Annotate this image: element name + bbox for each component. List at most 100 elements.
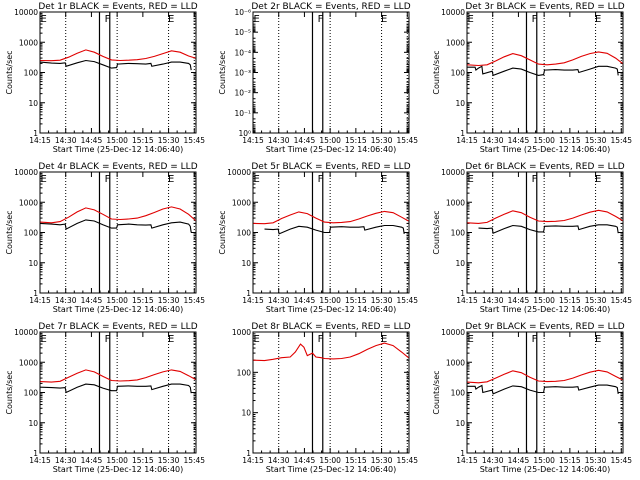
x-tick-label: 14:45 — [294, 296, 316, 305]
x-tick-label: 15:15 — [345, 136, 367, 145]
detector-plot-2: Det 2r BLACK = Events, RED = LLD 10⁰ 10⁻¹ 1… — [218, 2, 418, 154]
x-tick-label: 15:15 — [559, 456, 581, 465]
x-tick-label: 14:30 — [55, 136, 77, 145]
x-axis-label: Start Time (25-Dec-12 14:06:40) — [53, 465, 184, 474]
y-tick-label: 10 — [28, 259, 38, 268]
event-marker-label: E — [41, 14, 47, 25]
x-tick-label: 15:00 — [106, 136, 128, 145]
detector-plot-8: Det 8r BLACK = Events, RED = LLD 1 10 100 10… — [232, 322, 418, 474]
lld-series-line — [467, 369, 623, 384]
x-axis-label: Start Time (25-Dec-12 14:06:40) — [266, 465, 397, 474]
plot-title: Det 7r BLACK = Events, RED = LLD — [38, 322, 197, 332]
events-series-line — [40, 59, 192, 71]
events-series-line — [264, 224, 405, 235]
plot-frame — [39, 171, 197, 294]
y-tick-label: 100 — [451, 69, 466, 78]
x-tick-label: 14:30 — [55, 456, 77, 465]
x-tick-label: 15:15 — [132, 456, 154, 465]
x-tick-label: 15:30 — [158, 456, 180, 465]
x-tick-label: 15:00 — [533, 136, 555, 145]
x-tick-label: 15:30 — [585, 136, 607, 145]
x-tick-label: 14:30 — [482, 136, 504, 145]
y-tick-label: 10⁰ — [238, 129, 251, 138]
event-marker-label: F — [318, 174, 324, 185]
x-tick-label: 14:15 — [29, 456, 51, 465]
x-tick-label: 14:45 — [508, 296, 530, 305]
event-marker-label: E — [595, 174, 601, 185]
x-tick-label: 14:15 — [29, 296, 51, 305]
y-tick-label: 10 — [241, 259, 251, 268]
y-tick-label: 1 — [460, 449, 465, 458]
x-tick-label: 14:30 — [55, 296, 77, 305]
x-tick-label: 15:15 — [345, 296, 367, 305]
y-tick-label: 10 — [455, 419, 465, 428]
x-tick-label: 14:45 — [508, 456, 530, 465]
plot-title: Det 5r BLACK = Events, RED = LLD — [251, 162, 410, 172]
x-tick-label: 14:45 — [294, 136, 316, 145]
events-series-line — [40, 383, 192, 394]
y-tick-label: 1000 — [446, 358, 465, 367]
x-tick-label: 15:30 — [585, 456, 607, 465]
plot-frame — [252, 171, 410, 294]
y-tick-label: 10 — [241, 409, 251, 418]
event-marker-label: F — [318, 14, 324, 25]
y-tick-label: 1 — [33, 129, 38, 138]
y-tick-label: 10000 — [14, 328, 38, 337]
event-marker-label: E — [595, 334, 601, 345]
y-tick-label: 10⁻³ — [234, 69, 251, 78]
x-tick-label: 14:45 — [81, 456, 103, 465]
y-tick-label: 100 — [24, 69, 39, 78]
y-tick-label: 10⁻² — [234, 89, 251, 98]
detector-plot-9: Det 9r BLACK = Events, RED = LLD 1 10 100 10… — [432, 322, 632, 474]
y-tick-label: 1000 — [19, 358, 38, 367]
x-tick-label: 14:15 — [456, 296, 478, 305]
y-tick-label: 10000 — [441, 328, 465, 337]
x-tick-label: 14:15 — [29, 136, 51, 145]
y-tick-label: 10000 — [14, 8, 38, 17]
event-marker-label: F — [105, 174, 111, 185]
x-tick-label: 15:15 — [559, 136, 581, 145]
events-series-line — [467, 384, 619, 395]
event-marker-label: E — [254, 334, 260, 345]
y-tick-label: 1000 — [19, 38, 38, 47]
y-tick-label: 1000 — [19, 198, 38, 207]
x-tick-label: 14:45 — [508, 136, 530, 145]
plot-title: Det 4r BLACK = Events, RED = LLD — [38, 162, 197, 172]
x-axis-label: Start Time (25-Dec-12 14:06:40) — [53, 305, 184, 314]
x-tick-label: 15:45 — [396, 136, 418, 145]
y-tick-label: 10000 — [14, 168, 38, 177]
event-marker-label: E — [468, 174, 474, 185]
x-tick-label: 15:15 — [132, 296, 154, 305]
x-tick-label: 15:45 — [183, 136, 205, 145]
lld-series-line — [467, 209, 623, 224]
x-tick-label: 15:30 — [158, 296, 180, 305]
x-axis-label: Start Time (25-Dec-12 14:06:40) — [266, 145, 397, 154]
plot-frame — [466, 11, 624, 134]
plot-title: Det 2r BLACK = Events, RED = LLD — [251, 2, 410, 12]
plot-frame — [39, 331, 197, 454]
x-tick-label: 15:45 — [610, 456, 632, 465]
plot-title: Det 6r BLACK = Events, RED = LLD — [465, 162, 624, 172]
y-axis-label: Counts/sec — [432, 370, 441, 414]
x-tick-label: 14:30 — [482, 456, 504, 465]
y-tick-label: 1 — [460, 289, 465, 298]
event-marker-label: E — [254, 14, 260, 25]
lld-series-line — [467, 51, 623, 67]
y-tick-label: 10000 — [227, 168, 251, 177]
lld-series-line — [40, 369, 196, 383]
x-tick-label: 15:00 — [319, 136, 341, 145]
event-marker-label: F — [105, 14, 111, 25]
event-marker-label: E — [381, 334, 387, 345]
x-tick-label: 15:30 — [371, 136, 393, 145]
x-tick-label: 15:45 — [183, 456, 205, 465]
x-tick-label: 14:30 — [268, 456, 290, 465]
event-marker-label: E — [41, 334, 47, 345]
detector-plot-5: Det 5r BLACK = Events, RED = LLD 1 10 100 10… — [218, 162, 418, 314]
event-marker-label: E — [168, 334, 174, 345]
event-marker-label: E — [168, 14, 174, 25]
event-marker-label: E — [595, 14, 601, 25]
y-tick-label: 1000 — [446, 198, 465, 207]
detector-plot-3: Det 3r BLACK = Events, RED = LLD 1 10 100 10… — [432, 2, 632, 154]
x-tick-label: 15:00 — [319, 456, 341, 465]
